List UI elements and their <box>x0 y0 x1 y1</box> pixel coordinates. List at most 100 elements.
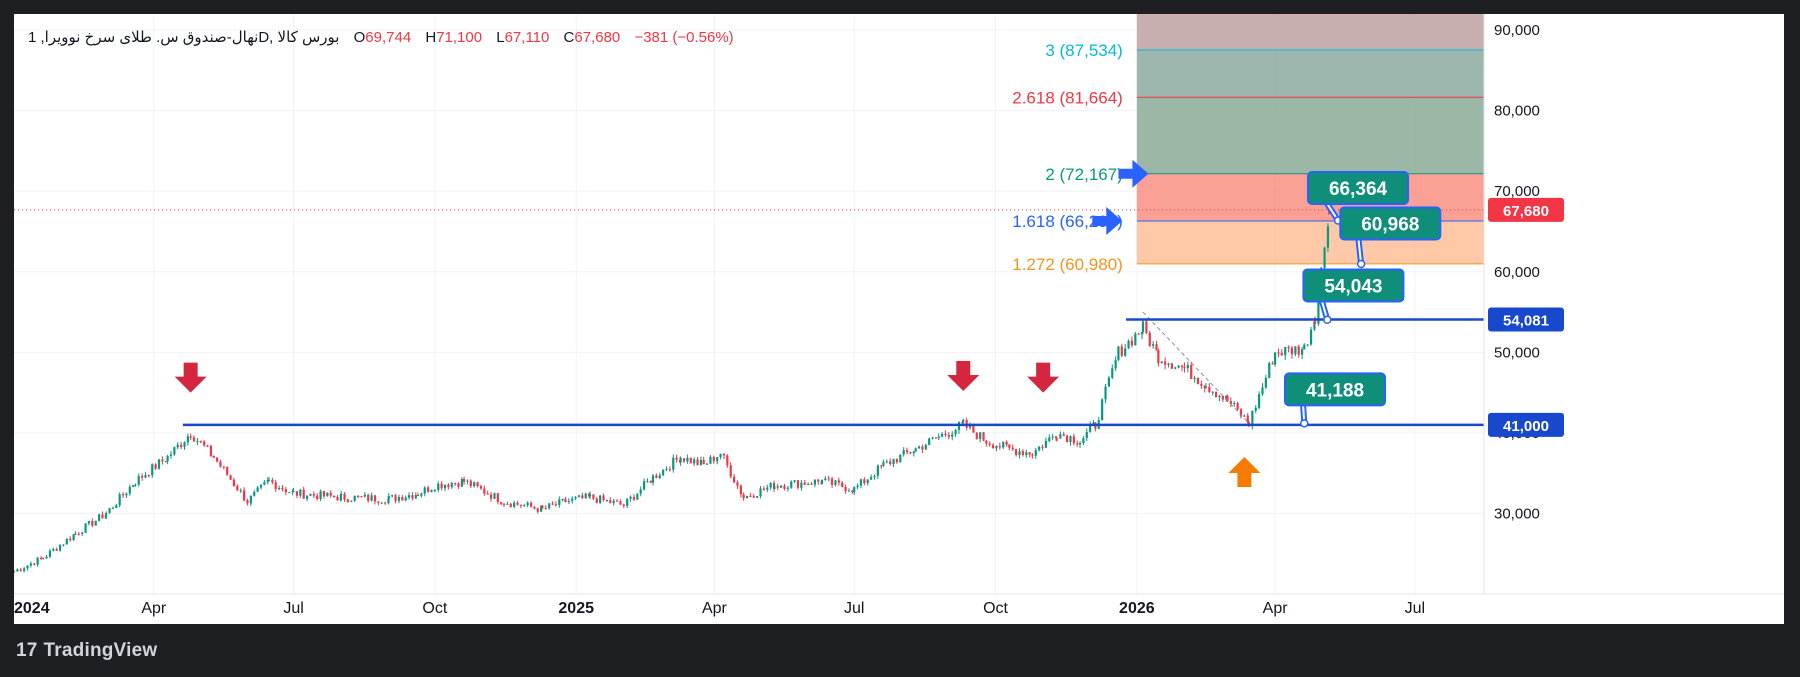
candle-body <box>803 482 806 485</box>
candle-body <box>602 495 605 501</box>
candle-body <box>885 461 888 463</box>
candle-body <box>161 459 164 462</box>
low-label: L <box>496 29 505 46</box>
candle-body <box>1076 443 1079 445</box>
candle-body <box>1313 321 1316 330</box>
candle-body <box>988 443 991 445</box>
candle-body <box>176 444 179 448</box>
time-tick-label: 2025 <box>558 600 594 617</box>
symbol-name: نهال-صندوق س. طلای سرخ نوویرا, 1D, بورس … <box>28 29 340 46</box>
candle-body <box>526 502 529 506</box>
candle-body <box>1104 386 1107 400</box>
level-price-tag: 54,081 <box>1503 312 1549 329</box>
time-tick-label: Oct <box>983 600 1008 617</box>
candle-body <box>55 549 58 551</box>
candle-body <box>702 459 705 465</box>
candle-body <box>373 495 377 502</box>
candle-body <box>206 445 209 447</box>
candle-body <box>733 476 736 483</box>
candle-body <box>722 453 726 456</box>
candle-body <box>793 480 796 482</box>
candle-body <box>196 440 199 442</box>
candle-body <box>571 498 574 501</box>
candle-body <box>1313 321 1317 324</box>
candle-body <box>1284 346 1287 356</box>
candle-body <box>420 493 423 496</box>
candle-body <box>370 495 373 501</box>
time-tick-label: Apr <box>1263 600 1289 617</box>
candle-body <box>1233 403 1236 405</box>
candle-body <box>1326 226 1330 248</box>
candle-body <box>736 482 739 486</box>
candle-body <box>443 484 447 489</box>
tradingview-brand[interactable]: 17 TradingView <box>16 640 157 662</box>
candle-body <box>356 495 360 497</box>
fib-band <box>1136 49 1484 98</box>
candle-body <box>824 478 827 480</box>
candle-body <box>302 489 305 499</box>
candle-body <box>615 500 619 502</box>
candle-body <box>1008 444 1011 448</box>
candle-body <box>856 485 859 488</box>
candle-body <box>1055 438 1059 440</box>
price-chart[interactable]: 1.272 (60,980)1.618 (66,297)2 (72,167)2.… <box>14 14 1784 624</box>
candle-body <box>377 501 380 503</box>
callout-pointer-inner <box>1357 237 1363 265</box>
candle-body <box>509 503 512 507</box>
candle-body <box>134 484 137 486</box>
candle-body <box>1137 333 1140 335</box>
candle-body <box>786 487 789 489</box>
candle-body <box>346 499 350 502</box>
candle-body <box>309 493 312 496</box>
candle-body <box>790 481 793 488</box>
candle-body <box>612 500 615 504</box>
candle-body <box>796 480 800 488</box>
candle-body <box>469 480 472 487</box>
candle-body <box>646 481 649 483</box>
candle-body <box>783 485 786 489</box>
trend-line <box>1142 311 1250 424</box>
candle-body <box>118 494 121 506</box>
candle-body <box>1287 346 1290 348</box>
candle-body <box>316 495 319 500</box>
fib-band <box>1136 97 1484 174</box>
candle-body <box>636 493 639 500</box>
candle-body <box>125 493 128 496</box>
candle-body <box>430 490 433 492</box>
callout-box <box>1339 206 1442 241</box>
candle-body <box>892 459 895 465</box>
candle-body <box>433 489 436 491</box>
candle-body <box>766 487 769 490</box>
candle-body <box>288 492 291 494</box>
last-price-tag: 67,680 <box>1503 203 1549 220</box>
candle-body <box>1164 361 1167 365</box>
candle-body <box>1140 332 1144 335</box>
candle-body <box>232 479 236 486</box>
candle-body <box>1167 363 1170 365</box>
candle-body <box>384 502 387 504</box>
last-price-tag-bg <box>1488 197 1564 222</box>
candle-body <box>115 505 118 508</box>
candle-body <box>243 490 246 501</box>
candle-body <box>1258 394 1261 408</box>
chart-panel[interactable]: 1.272 (60,980) 1.618 (66,297) 2 (72,167) 2.… <box>14 14 1784 624</box>
candle-body <box>299 489 302 496</box>
candle-body <box>1005 441 1008 445</box>
candle-body <box>1114 360 1117 369</box>
candle-body <box>626 498 629 506</box>
low-value: 67,110 <box>504 29 550 46</box>
candle-body <box>387 495 390 499</box>
candle-body <box>902 450 905 455</box>
candle-body <box>827 478 830 480</box>
arrow-right-icon <box>1092 207 1123 236</box>
candle-body <box>312 493 315 496</box>
close-value: 67,680 <box>574 29 621 46</box>
candle-body <box>166 455 169 462</box>
candle-body <box>837 480 840 483</box>
candle-body <box>23 568 26 571</box>
candle-body <box>1309 329 1313 345</box>
candle-body <box>1155 344 1158 351</box>
fib-band <box>1136 14 1484 50</box>
candle-body <box>74 533 77 535</box>
candle-body <box>870 477 873 480</box>
